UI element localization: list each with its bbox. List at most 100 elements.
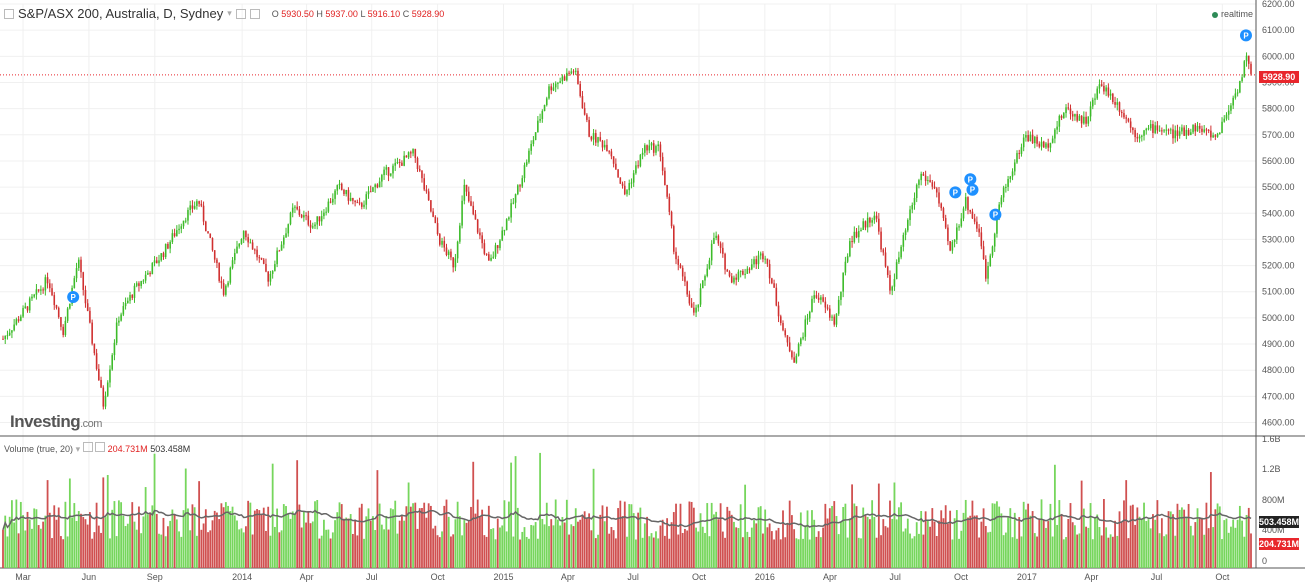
candle-body xyxy=(316,216,319,225)
volume-bar xyxy=(710,502,713,568)
volume-bar xyxy=(528,538,530,568)
candle-body xyxy=(534,132,537,141)
candle-body xyxy=(258,257,261,259)
volume-bar xyxy=(782,510,784,568)
candle-body xyxy=(285,233,287,238)
volume-bar xyxy=(924,511,927,568)
candle-body xyxy=(980,232,983,247)
candle-body xyxy=(53,295,56,306)
candle-body xyxy=(24,306,27,309)
volume-bar xyxy=(947,523,949,568)
volume-bar xyxy=(953,518,956,568)
symbol-title[interactable]: S&P/ASX 200, Australia, D, Sydney xyxy=(18,6,224,21)
volume-bar xyxy=(621,516,624,568)
volume-bar xyxy=(862,507,865,568)
candle-body xyxy=(739,270,742,272)
candle-body xyxy=(1076,114,1078,121)
volume-bar xyxy=(202,523,205,568)
volume-bar xyxy=(719,503,722,568)
candle-body xyxy=(730,276,733,283)
volume-bar xyxy=(1212,527,1215,568)
settings-icon[interactable] xyxy=(82,442,93,452)
volume-bar xyxy=(1080,480,1083,568)
volume-bar xyxy=(784,537,787,568)
volume-tick-label: 1.6B xyxy=(1262,434,1281,444)
candle-body xyxy=(572,71,575,73)
candle-body xyxy=(951,241,954,251)
candle-body xyxy=(102,387,105,407)
volume-bar xyxy=(973,515,976,568)
time-axis-label: Jun xyxy=(82,572,97,582)
volume-bar xyxy=(507,501,510,568)
close-icon[interactable] xyxy=(249,8,260,19)
candle-body xyxy=(586,114,588,120)
volume-bar xyxy=(541,518,544,568)
candle-body xyxy=(184,220,187,222)
candle-body xyxy=(361,203,363,207)
candle-body xyxy=(311,226,314,228)
candle-body xyxy=(713,237,715,244)
volume-bar xyxy=(1127,538,1130,568)
chevron-down-icon[interactable]: ▾ xyxy=(75,444,81,454)
candle-body xyxy=(372,187,374,192)
volume-bar xyxy=(701,526,704,568)
volume-bar xyxy=(238,529,241,568)
chevron-down-icon[interactable]: ▾ xyxy=(227,8,232,18)
candle-body xyxy=(728,271,731,277)
volume-bar xyxy=(380,524,383,568)
candle-body xyxy=(37,289,40,291)
volume-bar xyxy=(837,534,840,568)
volume-bar xyxy=(155,513,158,568)
candle-body xyxy=(176,230,178,237)
candle-body xyxy=(755,259,758,265)
volume-bar xyxy=(1201,517,1203,568)
candle-body xyxy=(1234,93,1237,98)
volume-bar xyxy=(296,460,299,568)
volume-bar xyxy=(757,507,760,568)
price-tick-label: 4800.00 xyxy=(1262,365,1295,375)
candle-body xyxy=(472,205,475,215)
candle-body xyxy=(271,270,274,274)
candle-body xyxy=(1243,61,1246,78)
candle-body xyxy=(254,249,256,251)
volume-bar xyxy=(969,515,972,568)
volume-bar xyxy=(987,532,989,568)
volume-bar xyxy=(474,513,477,568)
volume-bar xyxy=(1042,520,1045,568)
candle-body xyxy=(303,215,305,218)
candle-body xyxy=(62,326,64,335)
volume-bar xyxy=(354,519,357,568)
settings-icon[interactable] xyxy=(235,8,246,19)
volume-label[interactable]: Volume (true, 20) xyxy=(4,444,74,454)
candle-body xyxy=(710,243,713,261)
volume-bar xyxy=(369,520,372,568)
candle-body xyxy=(1241,77,1243,82)
collapse-icon[interactable] xyxy=(4,8,14,19)
volume-bar xyxy=(1152,514,1154,568)
candle-body xyxy=(8,332,11,336)
candle-body xyxy=(878,218,880,232)
volume-bar xyxy=(572,526,575,568)
candle-body xyxy=(541,110,544,120)
candle-body xyxy=(806,318,809,320)
volume-bar xyxy=(951,539,954,568)
time-axis-label: Jul xyxy=(627,572,639,582)
candle-body xyxy=(860,229,862,231)
candle-body xyxy=(675,251,677,260)
volume-bar xyxy=(492,528,495,568)
candle-body xyxy=(820,297,822,300)
candle-body xyxy=(681,267,684,277)
close-icon[interactable] xyxy=(95,442,106,452)
time-axis-label: Apr xyxy=(300,572,314,582)
candle-body xyxy=(657,144,659,147)
candle-body xyxy=(1091,99,1094,107)
candle-body xyxy=(1005,186,1007,188)
candle-body xyxy=(470,201,472,206)
volume-bar xyxy=(1174,535,1177,568)
candle-body xyxy=(245,230,247,238)
candle-body xyxy=(973,218,976,222)
volume-bar xyxy=(904,528,907,568)
candle-body xyxy=(869,217,871,223)
volume-bar xyxy=(655,531,657,568)
